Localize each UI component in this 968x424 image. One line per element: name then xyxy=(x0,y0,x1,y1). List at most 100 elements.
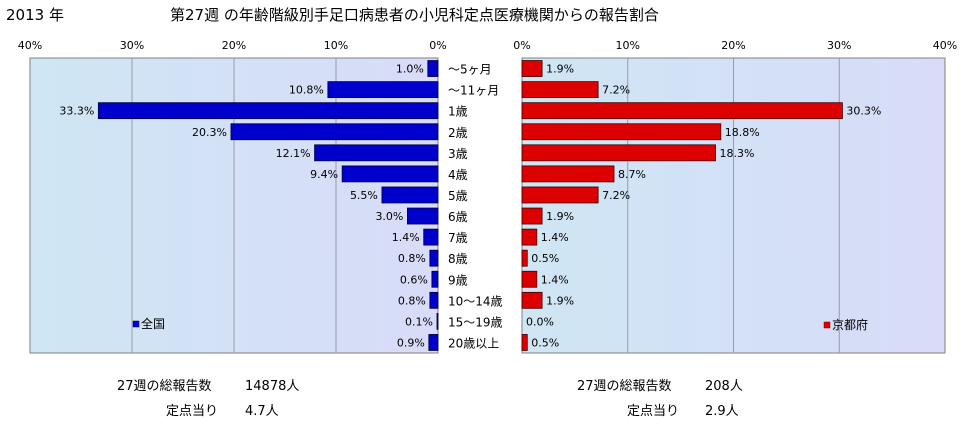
left-axis-ticks: 40% 30% 20% 10% 0% xyxy=(18,39,447,52)
legend-kyoto-label: 京都府 xyxy=(832,317,868,332)
national-value-label: 10.8% xyxy=(289,84,324,97)
kyoto-bar xyxy=(521,270,538,288)
national-per-site-label: 定点当り xyxy=(166,404,218,419)
kyoto-value-label: 30.3% xyxy=(846,105,881,118)
kyoto-per-site-value: 2.9人 xyxy=(705,404,739,419)
left-tick-label: 40% xyxy=(18,39,42,52)
kyoto-value-label: 7.2% xyxy=(602,84,630,97)
footer-kyoto: 27週の総報告数 208人 定点当り 2.9人 xyxy=(577,379,743,419)
kyoto-value-label: 7.2% xyxy=(602,189,630,202)
national-bar xyxy=(431,270,439,288)
legend-kyoto: 京都府 xyxy=(823,317,868,332)
age-category-label: 6歳 xyxy=(448,210,468,224)
national-bar xyxy=(341,165,439,183)
right-tick-label: 10% xyxy=(616,39,640,52)
kyoto-reports-label: 27週の総報告数 xyxy=(577,379,672,394)
age-category-label: 4歳 xyxy=(448,168,468,182)
age-category-label: 3歳 xyxy=(448,147,468,161)
kyoto-bar xyxy=(521,144,716,162)
right-axis-ticks: 0% 10% 20% 30% 40% xyxy=(513,39,957,52)
age-category-label: 8歳 xyxy=(448,252,468,266)
kyoto-bar xyxy=(521,186,599,204)
kyoto-bar xyxy=(521,334,528,351)
kyoto-bar xyxy=(521,291,543,309)
footer-national: 27週の総報告数 14878人 定点当り 4.7人 xyxy=(117,379,299,419)
kyoto-value-label: 18.3% xyxy=(720,147,755,160)
legend-national: 全国 xyxy=(132,316,165,331)
kyoto-bar xyxy=(521,165,615,183)
national-bar xyxy=(429,249,439,267)
chart-title: 第27週 の年齢階級別手足口病患者の小児科定点医療機関からの報告割合 xyxy=(170,6,659,24)
age-category-label: 7歳 xyxy=(448,231,468,245)
national-bar xyxy=(406,207,439,225)
kyoto-bar xyxy=(521,228,538,246)
national-bar xyxy=(429,291,439,309)
kyoto-value-label: 0.5% xyxy=(531,336,559,349)
right-tick-label: 0% xyxy=(513,39,530,52)
year-label: 2013 年 xyxy=(6,6,64,24)
national-bar xyxy=(428,334,439,351)
kyoto-value-label: 1.9% xyxy=(546,210,574,223)
age-category-label: 15～19歳 xyxy=(448,315,503,329)
national-bars: 1.0% 10.8% 33.3% 20.3% 12.1% 9.4% 5.5% 3.0% 1.4%… xyxy=(59,60,439,351)
right-tick-label: 20% xyxy=(721,39,745,52)
national-bar xyxy=(230,123,439,141)
kyoto-value-label: 1.9% xyxy=(546,63,574,76)
national-value-label: 0.1% xyxy=(405,315,433,328)
kyoto-value-label: 0.5% xyxy=(531,252,559,265)
national-value-label: 0.8% xyxy=(398,252,426,265)
national-bar xyxy=(436,312,439,330)
kyoto-bar xyxy=(521,60,543,77)
national-bar xyxy=(314,144,439,162)
age-category-label: ～5ヶ月 xyxy=(448,63,492,77)
kyoto-value-label: 1.4% xyxy=(541,231,569,244)
left-tick-label: 20% xyxy=(222,39,246,52)
legend-national-label: 全国 xyxy=(141,316,165,331)
national-bar xyxy=(327,81,439,99)
left-tick-label: 30% xyxy=(120,39,144,52)
national-per-site-value: 4.7人 xyxy=(245,404,279,419)
kyoto-value-label: 1.4% xyxy=(541,273,569,286)
national-value-label: 33.3% xyxy=(59,105,94,118)
kyoto-per-site-label: 定点当り xyxy=(627,404,679,419)
national-value-label: 1.0% xyxy=(396,63,424,76)
national-value-label: 0.8% xyxy=(398,294,426,307)
left-tick-label: 0% xyxy=(429,39,446,52)
kyoto-value-label: 18.8% xyxy=(725,126,760,139)
kyoto-value-label: 1.9% xyxy=(546,294,574,307)
age-category-label: 9歳 xyxy=(448,273,468,287)
kyoto-bar xyxy=(521,102,843,120)
national-bar xyxy=(381,186,439,204)
age-category-label: 5歳 xyxy=(448,189,468,203)
right-tick-label: 30% xyxy=(827,39,851,52)
national-bar xyxy=(423,228,439,246)
age-category-label: 20歳以上 xyxy=(448,336,499,350)
kyoto-value-label: 8.7% xyxy=(618,168,646,181)
kyoto-bar xyxy=(521,123,722,141)
kyoto-value-label: 0.0% xyxy=(526,315,554,328)
legend-national-swatch xyxy=(132,320,140,328)
age-category-label: 10～14歳 xyxy=(448,294,503,308)
kyoto-bars: 1.9% 7.2% 30.3% 18.8% 18.3% 8.7% 7.2% 1.9% 1.4% 0… xyxy=(521,60,881,351)
age-category-labels: ～5ヶ月 ～11ヶ月 1歳 2歳 3歳 4歳 5歳 6歳 7歳 8歳 9歳 10～14歳 15～19歳 2… xyxy=(448,63,503,351)
national-value-label: 3.0% xyxy=(375,210,403,223)
right-tick-label: 40% xyxy=(933,39,957,52)
age-category-label: 2歳 xyxy=(448,126,468,140)
national-value-label: 1.4% xyxy=(392,231,420,244)
national-bar xyxy=(97,102,439,120)
kyoto-bar xyxy=(521,81,599,99)
legend-kyoto-swatch xyxy=(823,321,831,329)
national-value-label: 0.6% xyxy=(400,273,428,286)
kyoto-bar xyxy=(521,207,543,225)
age-category-label: ～11ヶ月 xyxy=(448,84,499,98)
national-value-label: 20.3% xyxy=(192,126,227,139)
national-bar xyxy=(427,60,439,77)
national-reports-value: 14878人 xyxy=(245,379,299,394)
kyoto-reports-value: 208人 xyxy=(705,379,743,394)
national-value-label: 9.4% xyxy=(310,168,338,181)
national-value-label: 0.9% xyxy=(397,336,425,349)
age-category-label: 1歳 xyxy=(448,105,468,119)
national-value-label: 5.5% xyxy=(350,189,378,202)
left-tick-label: 10% xyxy=(324,39,348,52)
